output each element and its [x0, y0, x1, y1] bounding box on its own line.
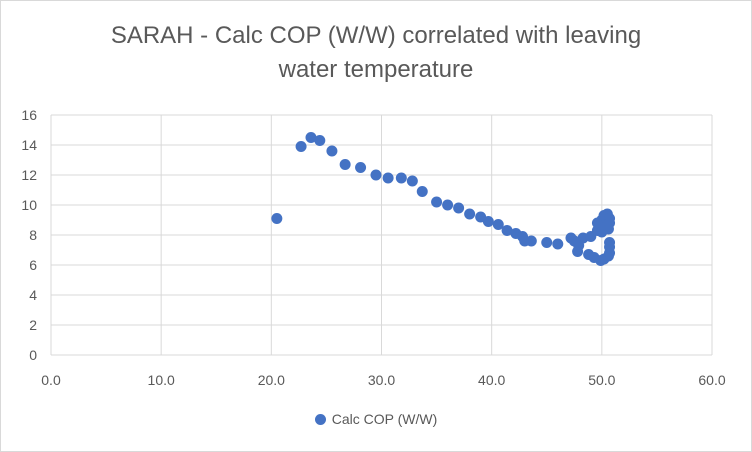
tick-labels: 0 2 4 6 8 10 12 14 16 0.0 10.0 20.0 30.0 40.0 50.0 60.0: [21, 107, 725, 388]
y-tick-label: 8: [29, 227, 37, 243]
x-tick-label: 60.0: [698, 372, 725, 388]
y-tick-label: 4: [29, 287, 37, 303]
x-tick-label: 20.0: [258, 372, 285, 388]
data-point: [464, 208, 476, 220]
x-tick-label: 30.0: [368, 372, 395, 388]
chart-title-line-2: water temperature: [278, 56, 474, 83]
data-point: [492, 219, 504, 230]
data-point: [339, 159, 351, 170]
data-point: [431, 196, 443, 208]
data-point: [541, 237, 553, 248]
legend-marker-icon: [314, 414, 326, 425]
data-point: [525, 235, 537, 247]
data-point: [442, 199, 454, 211]
data-point: [552, 238, 564, 250]
data-point: [295, 141, 307, 152]
legend: Calc COP (W/W): [1, 411, 751, 427]
y-tick-label: 2: [29, 317, 37, 333]
y-tick-label: 0: [29, 347, 37, 363]
y-tick-label: 10: [21, 197, 37, 213]
data-point: [355, 162, 367, 173]
data-point: [271, 213, 283, 224]
y-tick-label: 14: [21, 137, 37, 153]
y-tick-label: 6: [29, 257, 37, 273]
data-point: [326, 145, 338, 157]
chart-title-line-1: SARAH - Calc COP (W/W) correlated with l…: [110, 22, 642, 49]
data-point: [416, 186, 428, 197]
data-point: [482, 216, 494, 227]
data-point: [406, 175, 418, 187]
y-tick-label: 12: [21, 167, 37, 183]
x-tick-label: 0.0: [41, 372, 61, 388]
y-tick-label: 16: [21, 107, 37, 123]
data-point: [370, 169, 382, 181]
data-point: [604, 237, 616, 248]
x-tick-label: 40.0: [478, 372, 505, 388]
data-point: [453, 202, 465, 214]
data-point: [596, 226, 608, 238]
data-point: [395, 172, 407, 184]
chart-title: SARAH - Calc COP (W/W) correlated with l…: [1, 19, 751, 87]
x-tick-label: 10.0: [148, 372, 175, 388]
data-points: [271, 132, 616, 266]
gridlines: [50, 114, 713, 356]
data-point: [305, 132, 317, 143]
data-point: [314, 135, 326, 146]
legend-label: Calc COP (W/W): [331, 411, 438, 427]
x-tick-label: 50.0: [588, 372, 615, 388]
data-point: [501, 225, 513, 236]
data-point: [382, 172, 394, 184]
data-point: [572, 246, 584, 257]
